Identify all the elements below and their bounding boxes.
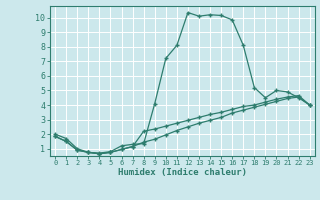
X-axis label: Humidex (Indice chaleur): Humidex (Indice chaleur)	[118, 168, 247, 177]
